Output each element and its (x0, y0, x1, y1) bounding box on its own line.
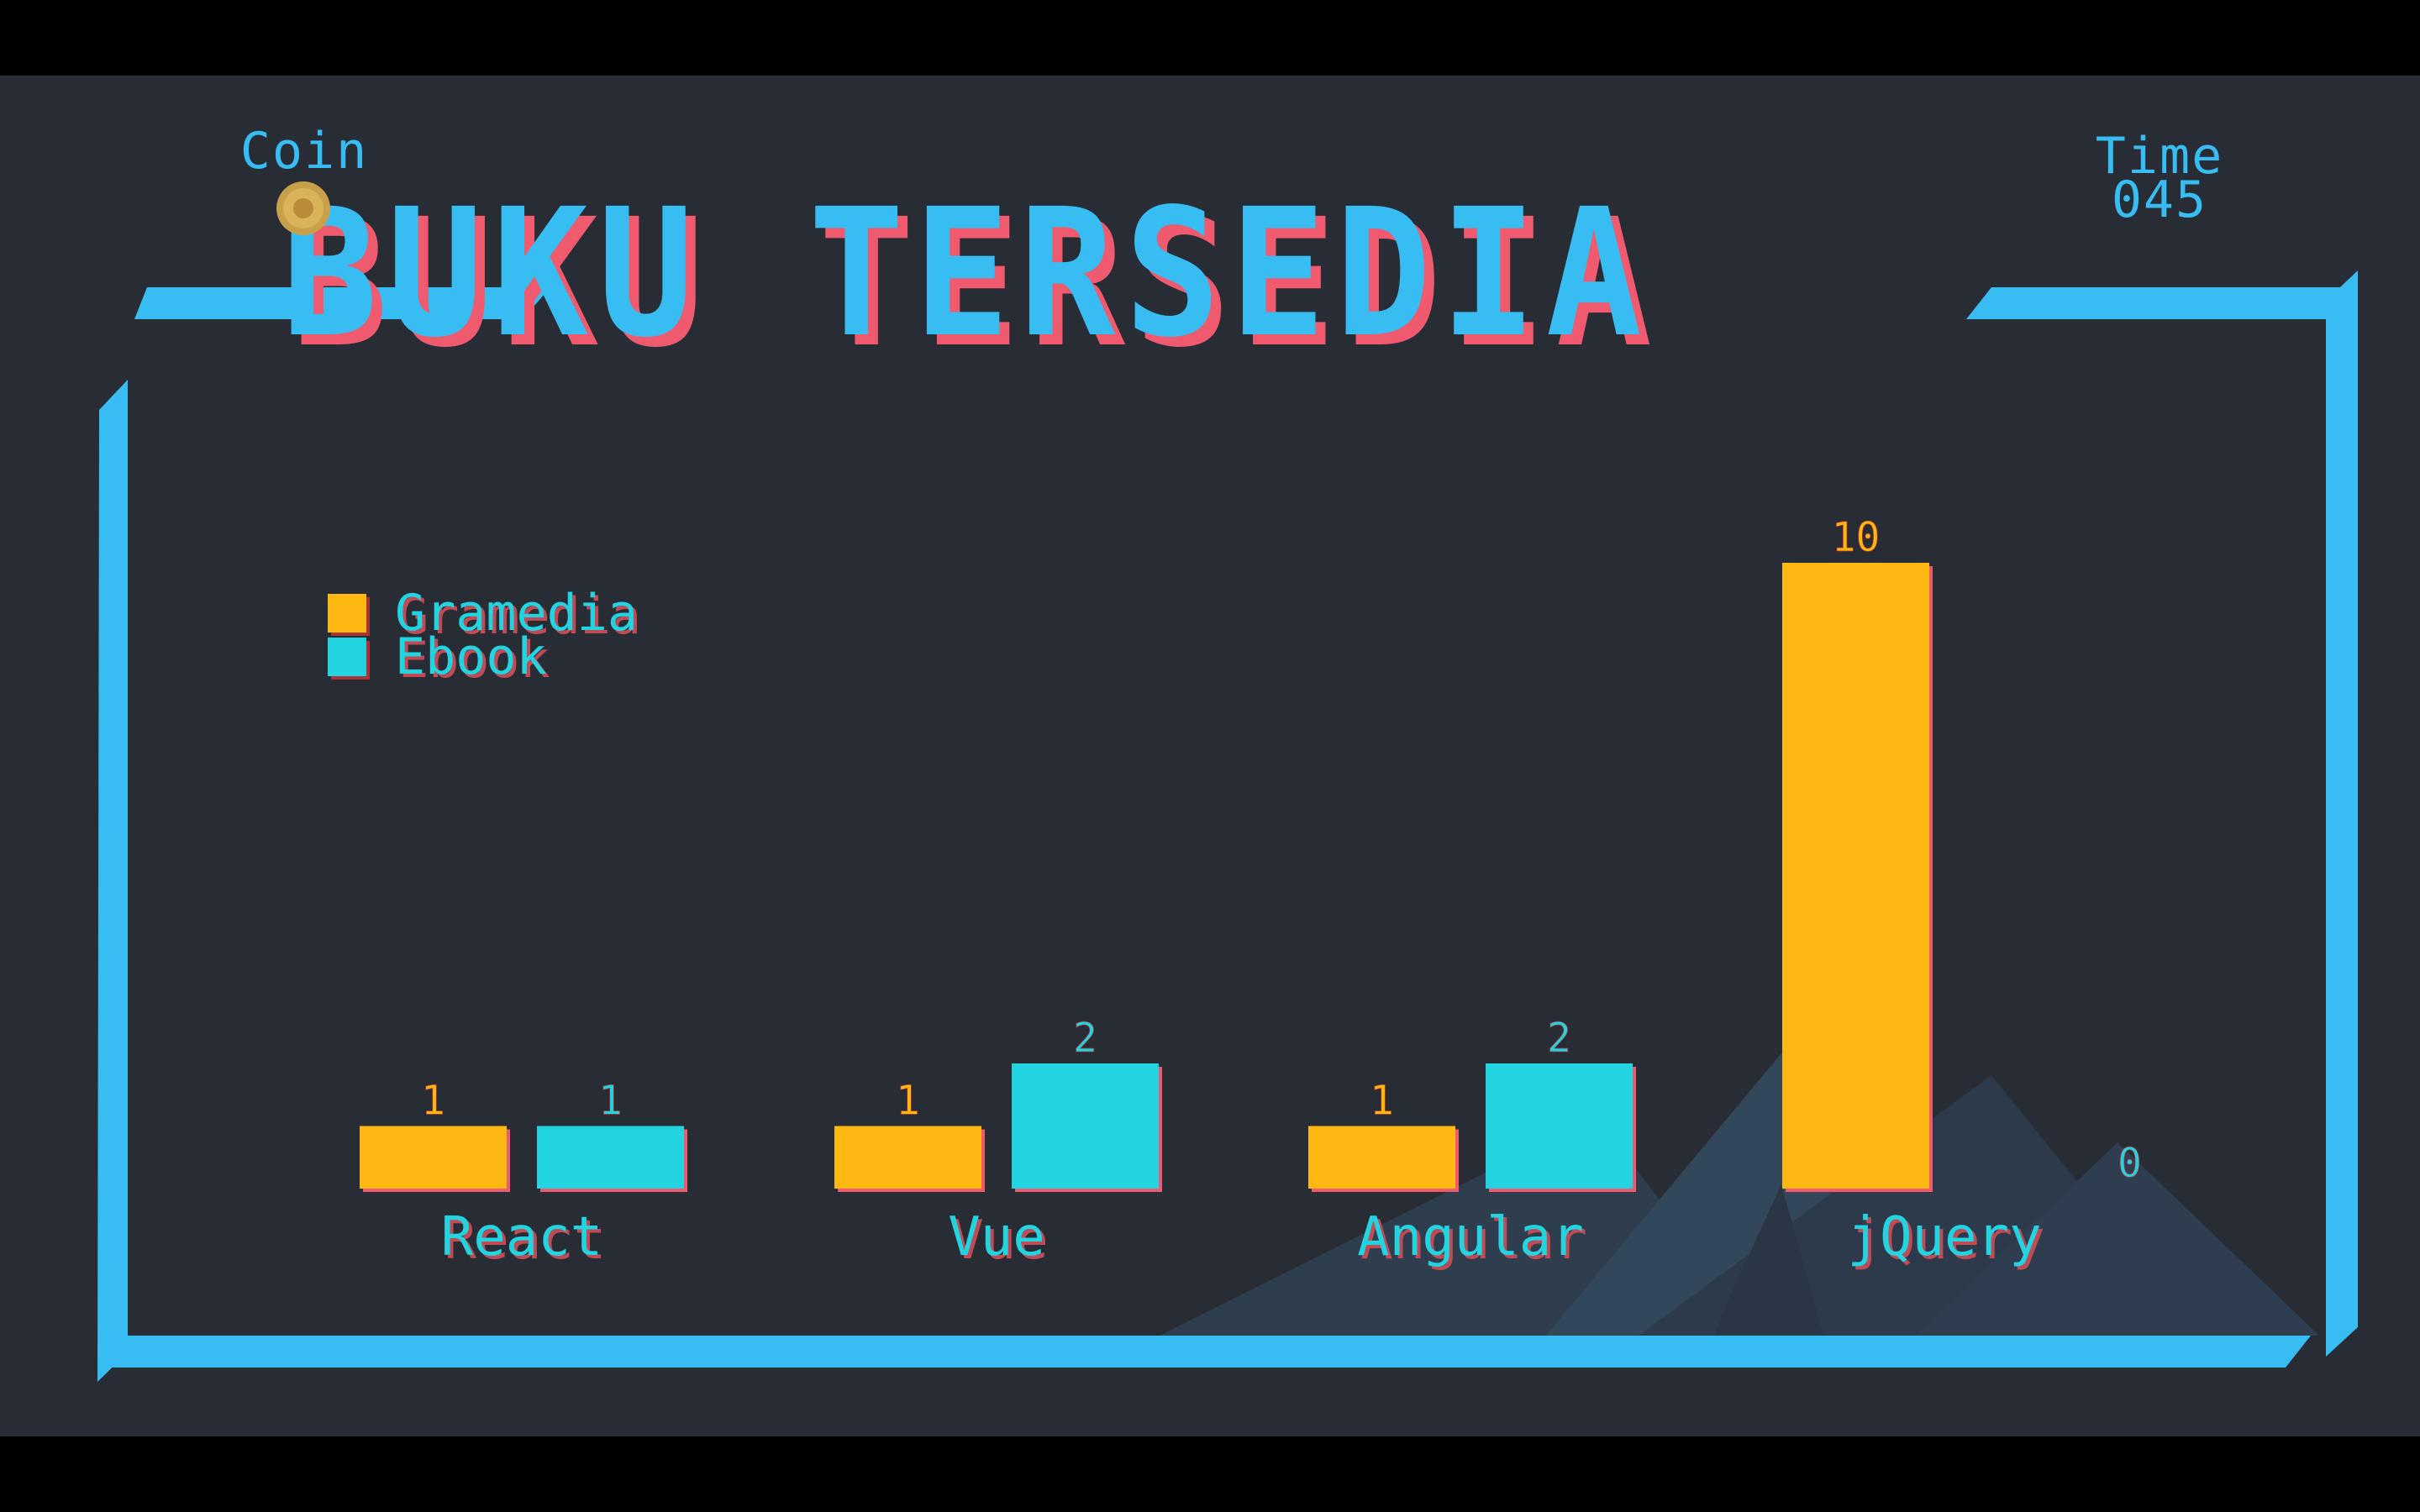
legend-label-ebook: Ebook (395, 627, 547, 686)
value-label-gramedia-jquery: 10 (1832, 514, 1881, 561)
coin-icon (276, 181, 330, 235)
svg-text:BUKU TERSEDIA: BUKU TERSEDIA (281, 171, 1651, 376)
bar-ebook-vue (1012, 1063, 1159, 1189)
coin-label: Coin (239, 122, 369, 181)
category-label-jquery: jQuery (1847, 1206, 2041, 1268)
game-screen: BUKU TERSEDIA BUKU TERSEDIA 1 1 React React… (0, 76, 2420, 1436)
value-label-gramedia-vue: 1 (896, 1078, 920, 1125)
bar-gramedia-vue (834, 1126, 981, 1189)
category-label-angular: Angular (1357, 1206, 1584, 1268)
legend-swatch-gramedia (328, 594, 366, 633)
category-label-vue: Vue (948, 1206, 1045, 1268)
bar-gramedia-angular (1308, 1126, 1455, 1189)
time-value: 045 (2111, 171, 2208, 229)
bar-ebook-react (537, 1126, 684, 1189)
page-title: BUKU TERSEDIA BUKU TERSEDIA (281, 171, 1661, 386)
bar-gramedia-react (360, 1126, 507, 1189)
legend-item-ebook: Ebook (328, 627, 547, 686)
category-label-shadow-vue: Vue (951, 1210, 1049, 1272)
legend-label-gramedia: Gramedia (395, 584, 638, 643)
bar-gramedia-jquery (1782, 563, 1929, 1189)
value-label-gramedia-angular: 1 (1370, 1078, 1394, 1125)
value-label-ebook-jquery: 0 (2118, 1140, 2142, 1187)
category-label-shadow-jquery: jQuery (1850, 1210, 2044, 1272)
legend-item-gramedia: Gramedia (328, 584, 638, 643)
category-label-shadow-react: React (445, 1210, 607, 1272)
bar-ebook-angular (1486, 1063, 1633, 1189)
legend-swatch-ebook (328, 638, 366, 676)
svg-text:BUKU TERSEDIA: BUKU TERSEDIA (292, 181, 1661, 386)
value-label-ebook-react: 1 (598, 1078, 623, 1125)
time-label: Time (2095, 127, 2224, 186)
chart-canvas: BUKU TERSEDIA BUKU TERSEDIA 1 1 ReactReact… (97, 171, 2358, 1382)
category-label-react: React (441, 1206, 603, 1268)
value-label-ebook-angular: 2 (1547, 1015, 1571, 1062)
value-label-ebook-vue: 2 (1073, 1015, 1097, 1062)
category-label-shadow-angular: Angular (1360, 1210, 1587, 1272)
screen-frame (97, 270, 2358, 1382)
value-label-gramedia-react: 1 (421, 1078, 445, 1125)
